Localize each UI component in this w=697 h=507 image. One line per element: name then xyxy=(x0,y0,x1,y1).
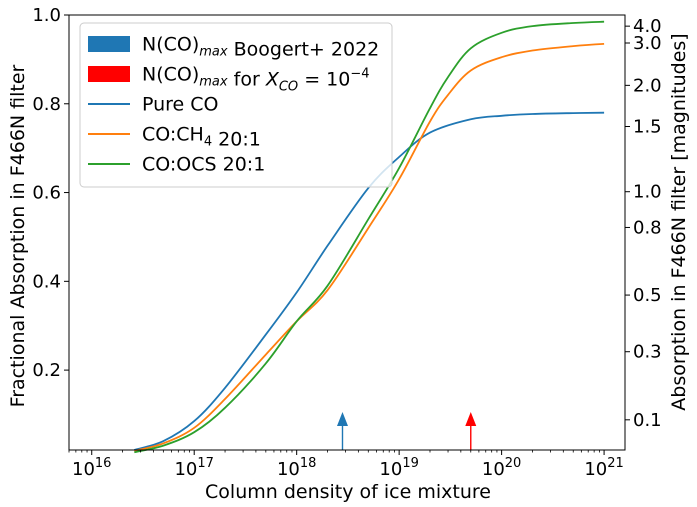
marker-layer xyxy=(336,412,477,450)
y2-tick-label-1: 0.3 xyxy=(633,342,662,363)
legend-box xyxy=(79,22,393,188)
y2-tick-label-0: 0.1 xyxy=(633,410,662,431)
y-tick-label-4: 1.0 xyxy=(32,5,61,26)
y2-tick-label-3: 0.8 xyxy=(633,217,662,238)
legend-entry-3: CO:CH4 20:1 xyxy=(142,124,261,151)
y2-tick-label-7: 3.0 xyxy=(633,33,662,54)
legend-entry-1: N(CO)max for XCO = 10−4 xyxy=(142,64,370,95)
series-line-2 xyxy=(134,20,605,454)
series-line-0 xyxy=(134,111,605,451)
y2-tick-label-2: 0.5 xyxy=(633,285,662,306)
series-layer xyxy=(134,20,605,454)
axes-frame xyxy=(68,14,626,451)
legend-patch-1 xyxy=(88,66,130,82)
y2-tick-label-8: 4.0 xyxy=(633,16,662,37)
marker-arrow-head-1 xyxy=(465,412,477,426)
legend: N(CO)max Boogert+ 2022 N(CO)max for XCO =… xyxy=(79,22,393,188)
y-tick-label-2: 0.6 xyxy=(32,183,61,204)
y-tick-label-1: 0.4 xyxy=(32,271,61,292)
y-tick-label-0: 0.2 xyxy=(32,360,61,381)
legend-entry-0: N(CO)max Boogert+ 2022 xyxy=(142,34,379,61)
y2-tick-label-5: 1.5 xyxy=(633,116,662,137)
x-tick-label-5: 1021 xyxy=(584,456,623,480)
legend-entry-4: CO:OCS 20:1 xyxy=(142,154,265,176)
y-axis-label: Fractional Absorption in F466N filter xyxy=(7,64,29,407)
x-axis-label: Column density of ice mixture xyxy=(205,481,491,503)
x-tick-label-2: 1018 xyxy=(277,456,316,480)
legend-entry-2: Pure CO xyxy=(142,94,219,116)
series-line-1 xyxy=(134,43,605,452)
axes-layer: 1016 1017 1018 1019 1020 1021 0.2 0.4 0.6 0.8 1.0 0… xyxy=(32,5,661,480)
x-tick-label-0: 1016 xyxy=(72,456,111,480)
y-tick-label-3: 0.8 xyxy=(32,94,61,115)
legend-patch-0 xyxy=(88,36,130,52)
y2-axis-label: Absorption in F466N filter [magnitudes] xyxy=(668,33,690,410)
y2-tick-label-6: 2.0 xyxy=(633,75,662,96)
marker-arrow-head-0 xyxy=(336,412,348,426)
x-tick-label-3: 1019 xyxy=(379,456,418,480)
x-tick-label-1: 1017 xyxy=(174,456,213,480)
x-tick-label-4: 1020 xyxy=(482,456,521,480)
y2-tick-label-4: 1.0 xyxy=(633,182,662,203)
